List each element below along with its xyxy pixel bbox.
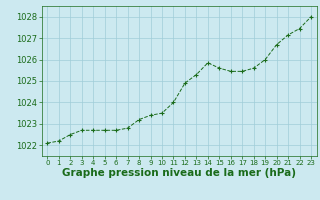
X-axis label: Graphe pression niveau de la mer (hPa): Graphe pression niveau de la mer (hPa) [62,168,296,178]
